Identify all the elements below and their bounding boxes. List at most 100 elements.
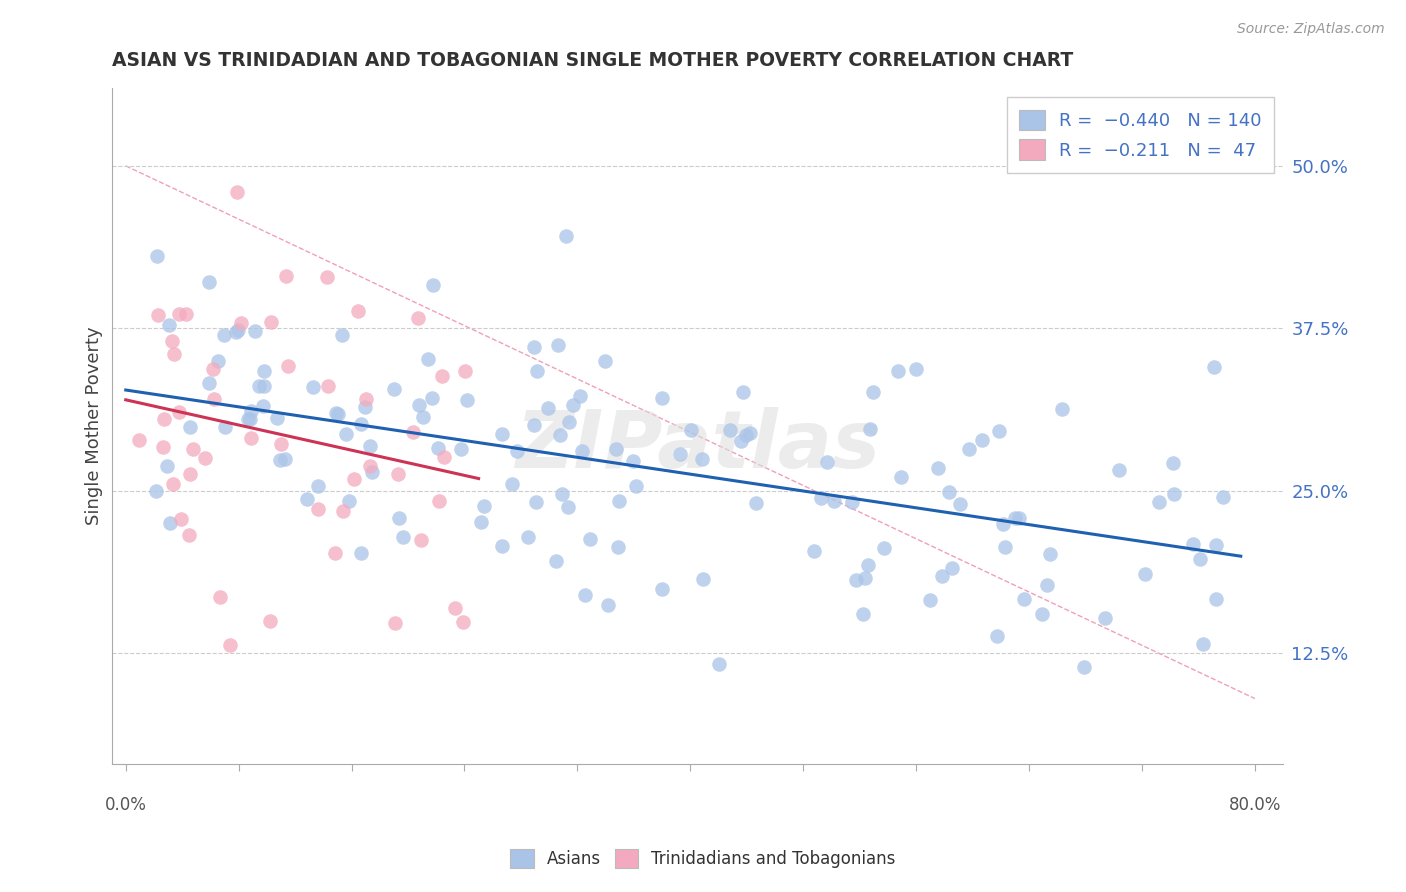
Point <box>651 582 673 597</box>
Point <box>927 461 949 475</box>
Point <box>411 533 433 548</box>
Point <box>238 411 260 425</box>
Point <box>157 318 180 333</box>
Text: 0.0%: 0.0% <box>105 796 146 814</box>
Point <box>229 316 252 330</box>
Point <box>347 303 370 318</box>
Point <box>297 491 319 506</box>
Point <box>1008 510 1031 524</box>
Point <box>350 417 373 432</box>
Point <box>859 422 882 436</box>
Text: 80.0%: 80.0% <box>1229 796 1281 814</box>
Point <box>332 503 354 517</box>
Point <box>841 494 863 508</box>
Point <box>239 411 262 425</box>
Point <box>852 607 875 622</box>
Point <box>1012 591 1035 606</box>
Point <box>669 447 692 461</box>
Point <box>823 494 845 508</box>
Point <box>302 380 325 394</box>
Point <box>239 404 262 418</box>
Point <box>569 389 592 403</box>
Point <box>330 328 353 343</box>
Point <box>959 442 981 456</box>
Point <box>323 546 346 560</box>
Point <box>810 491 832 505</box>
Point <box>167 405 190 419</box>
Point <box>1073 659 1095 673</box>
Point <box>276 268 298 283</box>
Point <box>194 451 217 466</box>
Point <box>501 477 523 491</box>
Point <box>343 472 366 486</box>
Point <box>408 398 430 412</box>
Point <box>354 401 377 415</box>
Point <box>598 598 620 612</box>
Point <box>607 540 630 554</box>
Point <box>745 495 768 509</box>
Point <box>354 392 377 406</box>
Point <box>718 423 741 437</box>
Point <box>904 362 927 376</box>
Text: Source: ZipAtlas.com: Source: ZipAtlas.com <box>1237 22 1385 37</box>
Point <box>382 382 405 396</box>
Point <box>858 558 880 572</box>
Point <box>949 497 972 511</box>
Point <box>420 392 443 406</box>
Point <box>491 539 513 553</box>
Point <box>557 500 579 515</box>
Point <box>156 458 179 473</box>
Point <box>145 483 167 498</box>
Point <box>972 434 994 448</box>
Point <box>335 427 357 442</box>
Point <box>1004 510 1026 524</box>
Point <box>886 364 908 378</box>
Point <box>207 353 229 368</box>
Point <box>451 615 474 630</box>
Point <box>524 495 547 509</box>
Point <box>162 477 184 491</box>
Point <box>557 416 579 430</box>
Point <box>1163 457 1185 471</box>
Point <box>316 269 339 284</box>
Point <box>384 616 406 631</box>
Point <box>1133 567 1156 582</box>
Point <box>593 353 616 368</box>
Point <box>855 571 877 585</box>
Point <box>179 467 201 482</box>
Point <box>361 466 384 480</box>
Point <box>1163 487 1185 501</box>
Point <box>176 307 198 321</box>
Point <box>621 454 644 468</box>
Point <box>412 409 434 424</box>
Point <box>1039 547 1062 561</box>
Point <box>350 546 373 560</box>
Point <box>339 494 361 508</box>
Point <box>243 325 266 339</box>
Point <box>202 392 225 406</box>
Point <box>359 438 381 452</box>
Point <box>456 393 478 408</box>
Point <box>418 352 440 367</box>
Point <box>198 276 221 290</box>
Point <box>537 401 560 415</box>
Point <box>202 362 225 376</box>
Point <box>938 485 960 500</box>
Point <box>571 444 593 458</box>
Point <box>388 511 411 525</box>
Point <box>562 398 585 412</box>
Point <box>179 528 201 542</box>
Point <box>1181 537 1204 551</box>
Point <box>692 572 714 586</box>
Point <box>198 376 221 391</box>
Point <box>1052 402 1074 417</box>
Point <box>387 467 409 482</box>
Point <box>470 515 492 529</box>
Point <box>274 452 297 467</box>
Point <box>316 378 339 392</box>
Point <box>128 434 150 448</box>
Point <box>225 325 247 339</box>
Legend: Asians, Trinidadians and Tobagonians: Asians, Trinidadians and Tobagonians <box>503 842 903 875</box>
Point <box>269 453 291 467</box>
Point <box>1212 490 1234 504</box>
